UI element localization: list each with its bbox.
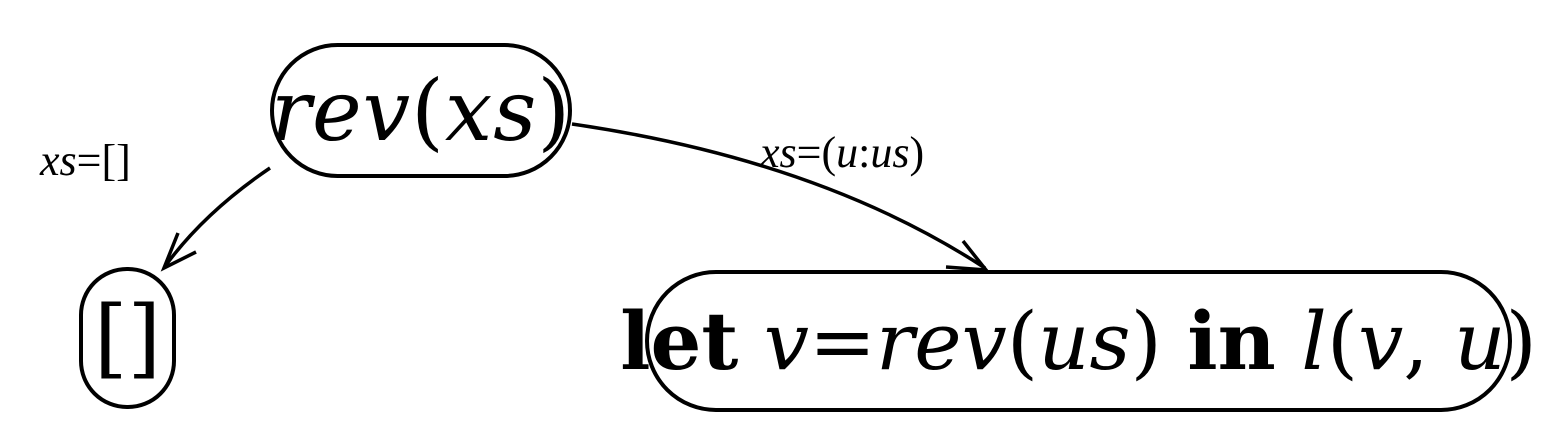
edge-label-right: xs=(u:us) (760, 127, 924, 178)
let-var: v (763, 295, 809, 388)
edge-right-lhs: xs (760, 128, 797, 177)
edge-right-eq: = (796, 128, 822, 177)
edge-left-rhs: [] (101, 136, 131, 185)
edge-right-cons: : (858, 128, 871, 177)
root-arg: xs (444, 61, 538, 160)
node-empty-list: [] (79, 267, 176, 409)
let-body-fn: l (1301, 295, 1327, 388)
edge-arrow-left (164, 166, 271, 267)
node-let-label: let v=rev(us) in l(v, u) (620, 294, 1537, 388)
arrowhead-left-icon (160, 232, 197, 272)
in-keyword: in (1187, 294, 1276, 388)
node-rev-xs-label: rev(xs) (270, 61, 572, 160)
edge-right-close: ) (909, 128, 925, 177)
let-body-arg1: v (1358, 295, 1404, 388)
node-rev-xs: rev(xs) (270, 43, 572, 178)
let-arg: us (1038, 295, 1131, 388)
edge-right-head: u (836, 128, 859, 177)
edge-arrow-right (571, 122, 986, 270)
edge-right-open: ( (821, 128, 837, 177)
let-fn: rev (876, 295, 1007, 388)
edge-right-tail: us (870, 128, 910, 177)
edge-left-eq: = (76, 136, 102, 185)
edge-label-left: xs=[] (40, 135, 131, 186)
node-empty-label: [] (93, 288, 162, 388)
let-eq: = (809, 295, 877, 388)
node-let-expression: let v=rev(us) in l(v, u) (620, 270, 1537, 412)
root-fn: rev (270, 61, 412, 160)
let-body-arg2: u (1454, 295, 1506, 388)
let-body-sep: , (1403, 295, 1455, 388)
let-keyword: let (620, 294, 739, 388)
edge-left-lhs: xs (40, 136, 77, 185)
